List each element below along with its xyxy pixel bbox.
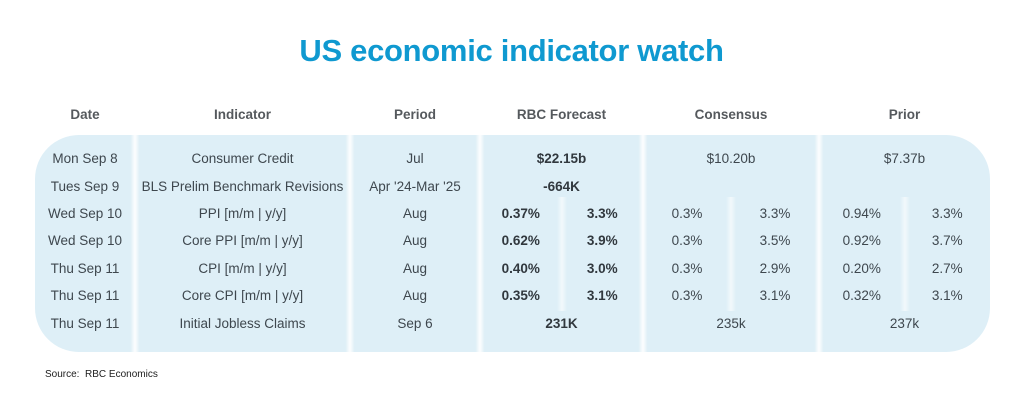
- rbc-value-cell: 3.0%: [586, 260, 618, 276]
- date-cell: Wed Sep 10: [47, 205, 123, 221]
- subcolumn-divider: [556, 197, 567, 311]
- prior-value-cell: [819, 172, 990, 199]
- consensus-value-cell: 0.3%: [671, 233, 703, 249]
- prior-value-cell: $7.37b: [883, 151, 926, 167]
- rbc-value-cell: 3.1%: [586, 288, 618, 304]
- date-cell: Thu Sep 11: [50, 288, 120, 304]
- consensus-value-cell: 0.3%: [671, 205, 703, 221]
- prior-value-cell: 0.92%: [842, 233, 881, 249]
- consensus-value-cell: $10.20b: [706, 151, 756, 167]
- prior-value-cell: 3.7%: [931, 233, 963, 249]
- rbc-value-cell: 3.3%: [586, 205, 618, 221]
- column-header-prior: Prior: [888, 106, 921, 122]
- rbc-value-cell: 231K: [545, 315, 578, 331]
- table-row: Mon Sep 8 Consumer Credit Jul $22.15b $10.20…: [35, 145, 990, 172]
- source-note: Source: RBC Economics: [45, 369, 158, 380]
- consensus-value-cell: 235k: [716, 315, 746, 331]
- subcolumn-divider: [899, 197, 910, 311]
- table-body: Mon Sep 8 Consumer Credit Jul $22.15b $10.20…: [35, 135, 990, 352]
- column-divider: [345, 135, 355, 352]
- prior-value-cell: 0.94%: [842, 205, 881, 221]
- column-divider: [638, 135, 648, 352]
- rbc-value-cell: 0.62%: [501, 233, 540, 249]
- indicator-cell: BLS Prelim Benchmark Revisions: [141, 178, 344, 194]
- column-header-consensus: Consensus: [694, 106, 768, 122]
- table-row: Wed Sep 10 Core PPI [m/m | y/y] Aug 0.62% 3.…: [35, 227, 990, 254]
- prior-value-cell: 0.20%: [842, 260, 881, 276]
- date-cell: Mon Sep 8: [52, 151, 118, 167]
- rbc-value-cell: 0.37%: [501, 205, 540, 221]
- rbc-value-cell: 3.9%: [586, 233, 618, 249]
- consensus-value-cell: [643, 172, 819, 199]
- period-cell: Aug: [402, 233, 428, 249]
- indicator-cell: Core CPI [m/m | y/y]: [181, 288, 304, 304]
- consensus-value-cell: 3.5%: [759, 233, 791, 249]
- period-cell: Aug: [402, 205, 428, 221]
- indicator-cell: Initial Jobless Claims: [179, 315, 306, 331]
- consensus-value-cell: 3.1%: [759, 288, 791, 304]
- prior-value-cell: 3.1%: [931, 288, 963, 304]
- table-row: Tues Sep 9 BLS Prelim Benchmark Revisions…: [35, 172, 990, 199]
- consensus-value-cell: 0.3%: [671, 288, 703, 304]
- period-cell: Apr '24-Mar '25: [369, 178, 461, 194]
- prior-value-cell: 0.32%: [842, 288, 881, 304]
- rbc-value-cell: 0.40%: [501, 260, 540, 276]
- column-divider: [130, 135, 140, 352]
- period-cell: Jul: [406, 151, 424, 167]
- prior-value-cell: 237k: [889, 315, 920, 331]
- indicator-cell: Consumer Credit: [191, 151, 294, 167]
- subcolumn-divider: [726, 197, 736, 311]
- indicator-cell: CPI [m/m | y/y]: [198, 260, 287, 276]
- consensus-value-cell: 0.3%: [671, 260, 703, 276]
- date-cell: Thu Sep 11: [50, 260, 120, 276]
- table-rows: Mon Sep 8 Consumer Credit Jul $22.15b $10.20…: [35, 135, 990, 337]
- rbc-value-cell: 0.35%: [501, 288, 540, 304]
- indicator-cell: PPI [m/m | y/y]: [198, 205, 287, 221]
- period-cell: Aug: [402, 288, 428, 304]
- column-header-date: Date: [70, 106, 100, 122]
- table-header-row: Date Indicator Period RBC Forecast Conse…: [35, 104, 990, 124]
- page-title: US economic indicator watch: [299, 33, 724, 68]
- column-divider: [814, 135, 824, 352]
- rbc-value-cell: -664K: [543, 178, 580, 194]
- column-header-indicator: Indicator: [213, 106, 271, 122]
- column-divider: [475, 135, 485, 352]
- consensus-value-cell: 3.3%: [759, 205, 791, 221]
- rbc-value-cell: $22.15b: [536, 151, 587, 167]
- date-cell: Thu Sep 11: [50, 315, 120, 331]
- prior-value-cell: 3.3%: [931, 205, 963, 221]
- consensus-value-cell: 2.9%: [759, 260, 791, 276]
- column-header-period: Period: [393, 106, 436, 122]
- indicator-cell: Core PPI [m/m | y/y]: [182, 233, 303, 249]
- column-header-rbc-forecast: RBC Forecast: [516, 106, 607, 122]
- date-cell: Tues Sep 9: [50, 178, 120, 194]
- table-row: Wed Sep 10 PPI [m/m | y/y] Aug 0.37% 3.3% 0.3…: [35, 200, 990, 227]
- prior-value-cell: 2.7%: [931, 260, 963, 276]
- table-row: Thu Sep 11 Initial Jobless Claims Sep 6 231…: [35, 309, 990, 336]
- table-row: Thu Sep 11 CPI [m/m | y/y] Aug 0.40% 3.0% 0.3…: [35, 255, 990, 282]
- period-cell: Aug: [402, 260, 428, 276]
- date-cell: Wed Sep 10: [47, 233, 123, 249]
- table-row: Thu Sep 11 Core CPI [m/m | y/y] Aug 0.35% 3.…: [35, 282, 990, 309]
- period-cell: Sep 6: [397, 315, 433, 331]
